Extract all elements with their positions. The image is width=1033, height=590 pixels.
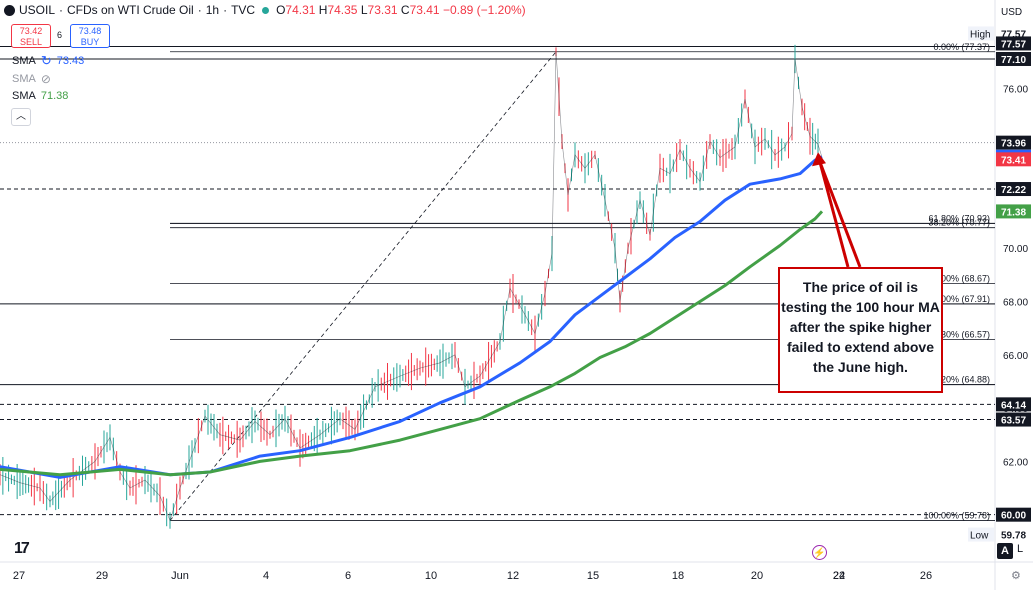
price-axis-badge [996, 527, 1031, 542]
price-axis-label: 71.38 [1001, 207, 1026, 218]
x-tick-label: 12 [507, 570, 519, 582]
price-axis-label: 77.57 [1001, 39, 1026, 50]
buy-button[interactable]: 73.48 BUY [70, 24, 110, 48]
header-separator: · [223, 3, 228, 17]
chart-header: USOIL · CFDs on WTI Crude Oil · 1h · TVC… [4, 3, 526, 17]
axis-tag-bg [968, 527, 994, 542]
price-axis-label: 63.57 [1001, 416, 1026, 427]
axis-tag-label: High [970, 29, 991, 40]
x-tick-label: 20 [751, 570, 763, 582]
price-axis-badge [996, 412, 1031, 427]
x-tick-label: 24 [833, 570, 845, 582]
sell-button[interactable]: 73.42 SELL [11, 24, 51, 48]
log-scale-button[interactable]: L [1017, 543, 1024, 555]
price-axis-label: 73.41 [1001, 155, 1026, 166]
fib-level-label: 00% (68.67) [941, 274, 990, 284]
x-tick-label: 18 [672, 570, 684, 582]
price-axis-label: 59.78 [1001, 531, 1026, 542]
fib-level-label: 0.00% (77.37) [933, 42, 990, 52]
x-tick-label: 27 [13, 570, 25, 582]
spread-value: 6 [57, 30, 63, 40]
symbol-logo-icon [4, 4, 15, 16]
currency-label[interactable]: USD [1001, 7, 1023, 18]
price-axis-label: 73.96 [1001, 139, 1026, 150]
auto-scale-button[interactable]: A [997, 543, 1013, 559]
collapse-indicators-button[interactable]: ︿ [11, 108, 31, 126]
ohlc-values: O74.31 H74.35 L73.31 C73.41 −0.89 (−1.20… [276, 3, 526, 17]
fib-level-label: 30% (66.57) [941, 330, 990, 340]
fib-level-label: 38.20% (70.77) [928, 218, 990, 228]
interval[interactable]: 1h [205, 3, 220, 17]
exchange: TVC [231, 3, 256, 17]
flash-icon[interactable]: ⚡ [812, 545, 827, 560]
price-axis-badge [996, 135, 1031, 150]
x-tick-label: 26 [920, 570, 932, 582]
axis-tag-bg [968, 26, 994, 41]
settings-gear-icon[interactable]: ⚙ [1011, 570, 1021, 582]
annotation-arrow-icon [818, 161, 862, 268]
indicator-sma-3[interactable]: SMA 71.38 [12, 90, 69, 102]
axis-tag-label: Low [970, 531, 989, 542]
price-axis-badge [996, 182, 1031, 197]
fib-level-label: 20% (64.88) [941, 375, 990, 385]
price-axis-badge [996, 507, 1031, 522]
y-tick-label: 68.00 [1003, 297, 1028, 308]
indicator-sma-2[interactable]: SMA ⊘ [12, 72, 51, 86]
price-axis-label: 72.22 [1001, 185, 1026, 196]
header-separator: · [59, 3, 64, 17]
market-status-icon [262, 6, 270, 14]
price-axis-label: 64.14 [1001, 400, 1026, 411]
price-axis-label: 77.10 [1001, 55, 1026, 66]
instrument-name: CFDs on WTI Crude Oil [67, 3, 194, 17]
annotation-text-box: The price of oil is testing the 100 hour… [778, 267, 943, 393]
x-tick-label: 22 [833, 570, 845, 582]
fib-level-label: 61.80% (70.93) [928, 213, 990, 223]
header-separator: · [197, 3, 202, 17]
price-axis-badge [996, 397, 1031, 412]
fib-level-label: 100.00% (59.78) [923, 511, 990, 521]
x-tick-label: 4 [263, 570, 269, 582]
x-tick-label: 15 [587, 570, 599, 582]
loading-icon: ↻ [40, 53, 52, 68]
x-tick-label: Jun [171, 570, 189, 582]
price-axis-label: 77.57 [1001, 29, 1026, 40]
y-tick-label: 66.00 [1003, 351, 1028, 362]
price-axis-badge [996, 36, 1031, 51]
y-tick-label: 62.00 [1003, 457, 1028, 468]
hidden-eye-icon[interactable]: ⊘ [40, 72, 51, 86]
indicator-sma-1[interactable]: SMA ↻ 73.43 [12, 53, 85, 68]
sma-200-line [0, 210, 824, 477]
price-axis-badge [996, 152, 1031, 167]
arrow-head-icon [812, 152, 826, 167]
y-tick-label: 70.00 [1003, 244, 1028, 255]
price-axis-badge [996, 51, 1031, 66]
x-tick-label: 6 [345, 570, 351, 582]
x-tick-label: 10 [425, 570, 437, 582]
annotation-arrow-icon [818, 161, 850, 268]
price-axis-label: 60.00 [1001, 511, 1026, 522]
tradingview-logo-icon: 17 [14, 540, 30, 557]
y-tick-label: 76.00 [1003, 84, 1028, 95]
price-axis-badge [996, 204, 1031, 219]
price-series-line [0, 51, 823, 522]
symbol-name[interactable]: USOIL [19, 3, 56, 17]
fib-level-label: 00% (67.91) [941, 294, 990, 304]
x-tick-label: 29 [96, 570, 108, 582]
